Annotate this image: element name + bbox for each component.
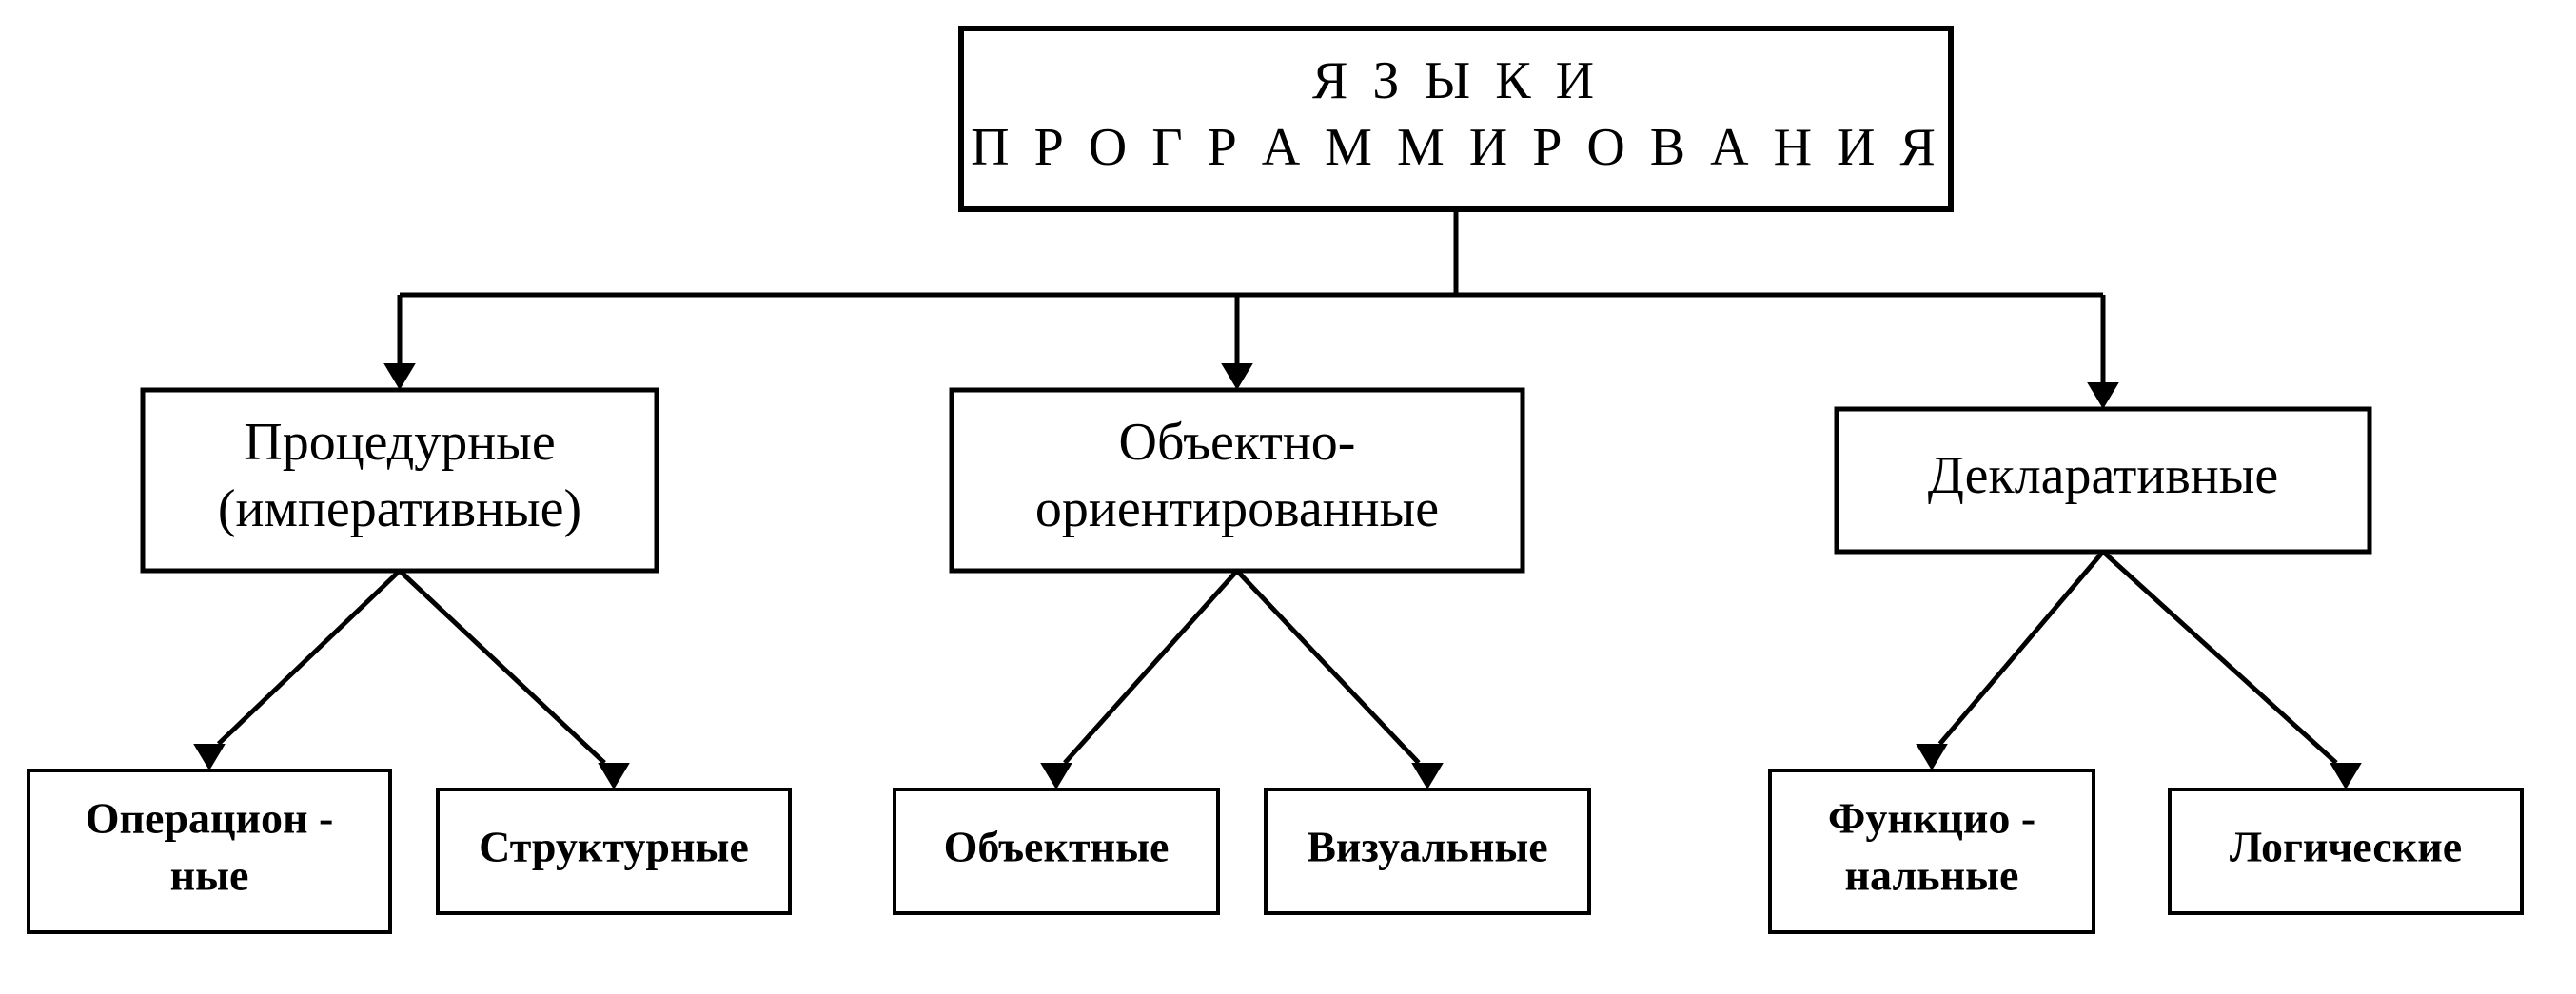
node-oper-line-1: ные — [170, 851, 249, 900]
node-root-line-1: П Р О Г Р А М М И Р О В А Н И Я — [971, 118, 1941, 177]
node-oper-line-0: Операцион - — [86, 794, 334, 843]
node-oop-line-1: ориентированные — [1035, 479, 1439, 538]
edges-level1 — [400, 209, 2103, 382]
node-struct-line-0: Структурные — [479, 823, 749, 871]
node-oper: Операцион - ные — [29, 770, 390, 932]
edges-proc — [219, 571, 605, 763]
node-vis-line-0: Визуальные — [1307, 823, 1547, 871]
node-proc-line-0: Процедурные — [244, 413, 555, 472]
node-root: Я З Ы К И П Р О Г Р А М М И Р О В А Н И Я — [961, 29, 1951, 209]
edges-decl — [1940, 552, 2336, 763]
node-func-line-0: Функцио - — [1828, 794, 2035, 843]
node-func: Функцио - нальные — [1770, 770, 2094, 932]
node-proc: Процедурные (императивные) — [143, 390, 657, 571]
node-decl-line-0: Декларативные — [1928, 446, 2278, 505]
node-proc-line-1: (императивные) — [218, 479, 581, 538]
node-obj-line-0: Объектные — [944, 823, 1170, 871]
node-obj: Объектные — [895, 789, 1218, 913]
edges-oop — [1065, 571, 1419, 763]
node-oop-line-0: Объектно- — [1119, 413, 1356, 472]
node-logic: Логические — [2170, 789, 2522, 913]
node-func-line-1: нальные — [1845, 851, 2019, 900]
node-struct: Структурные — [438, 789, 790, 913]
node-logic-line-0: Логические — [2230, 823, 2462, 871]
node-root-line-0: Я З Ы К И — [1312, 51, 1600, 110]
node-vis: Визуальные — [1266, 789, 1589, 913]
node-oop: Объектно-ориентированные — [952, 390, 1523, 571]
node-decl: Декларативные — [1837, 409, 2370, 552]
